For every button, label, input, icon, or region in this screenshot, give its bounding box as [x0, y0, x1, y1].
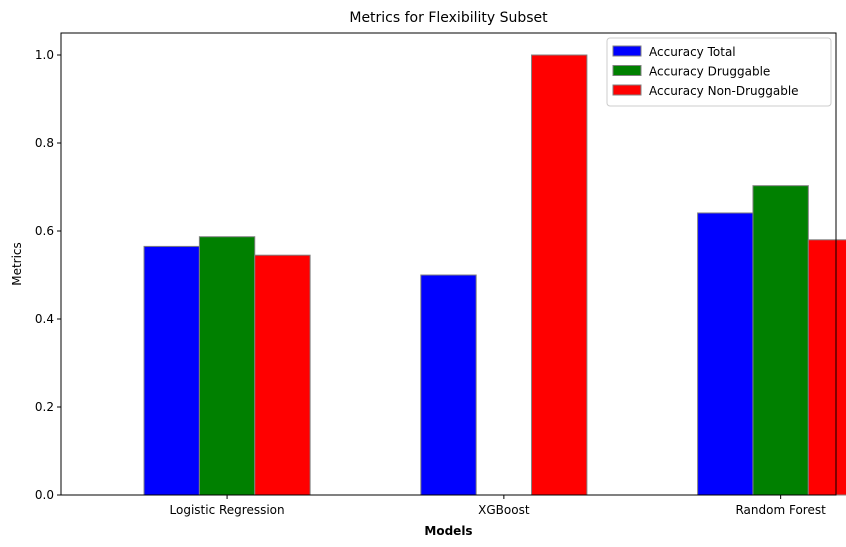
plot-frame — [60, 32, 837, 496]
bars-group — [143, 54, 846, 496]
y-tick-label: 0.0 — [35, 488, 54, 502]
legend-swatch — [612, 45, 642, 57]
bar-accuracy-total-2 — [697, 212, 754, 496]
y-tick-label: 0.2 — [35, 400, 54, 414]
bar-accuracy-non-druggable-2 — [807, 239, 846, 496]
legend-label: Accuracy Total — [649, 45, 736, 59]
x-tick-label: Random Forest — [735, 503, 826, 517]
x-axis-label: Models — [424, 524, 472, 538]
legend-swatch — [612, 65, 642, 76]
bar-accuracy-druggable-2 — [752, 185, 809, 496]
chart-title: Metrics for Flexibility Subset — [349, 10, 548, 26]
legend: Accuracy Total Accuracy Druggable Accuracy… — [606, 37, 832, 107]
legend-box — [606, 37, 832, 107]
legend-label: Accuracy Druggable — [649, 65, 770, 79]
y-tick-label: 0.4 — [35, 312, 54, 326]
x-tick-label: Logistic Regression — [170, 503, 285, 517]
bar-accuracy-total-0 — [143, 245, 200, 496]
y-axis-label: Metrics — [10, 242, 24, 286]
x-tick-label: XGBoost — [478, 503, 530, 517]
bar-accuracy-non-druggable-1 — [531, 54, 588, 496]
bar-accuracy-non-druggable-0 — [254, 254, 311, 496]
bar-accuracy-total-1 — [420, 274, 477, 496]
y-tick-label: 0.8 — [35, 136, 54, 150]
y-tick-label: 1.0 — [35, 48, 54, 62]
legend-label: Accuracy Non-Druggable — [649, 84, 799, 98]
y-axis: 0.0 0.2 0.4 0.6 0.8 1.0 — [35, 48, 61, 502]
legend-swatch — [612, 84, 642, 96]
bar-accuracy-druggable-0 — [198, 236, 256, 496]
y-tick-label: 0.6 — [35, 224, 54, 238]
x-axis: Logistic Regression XGBoost Random Forest — [170, 495, 826, 517]
